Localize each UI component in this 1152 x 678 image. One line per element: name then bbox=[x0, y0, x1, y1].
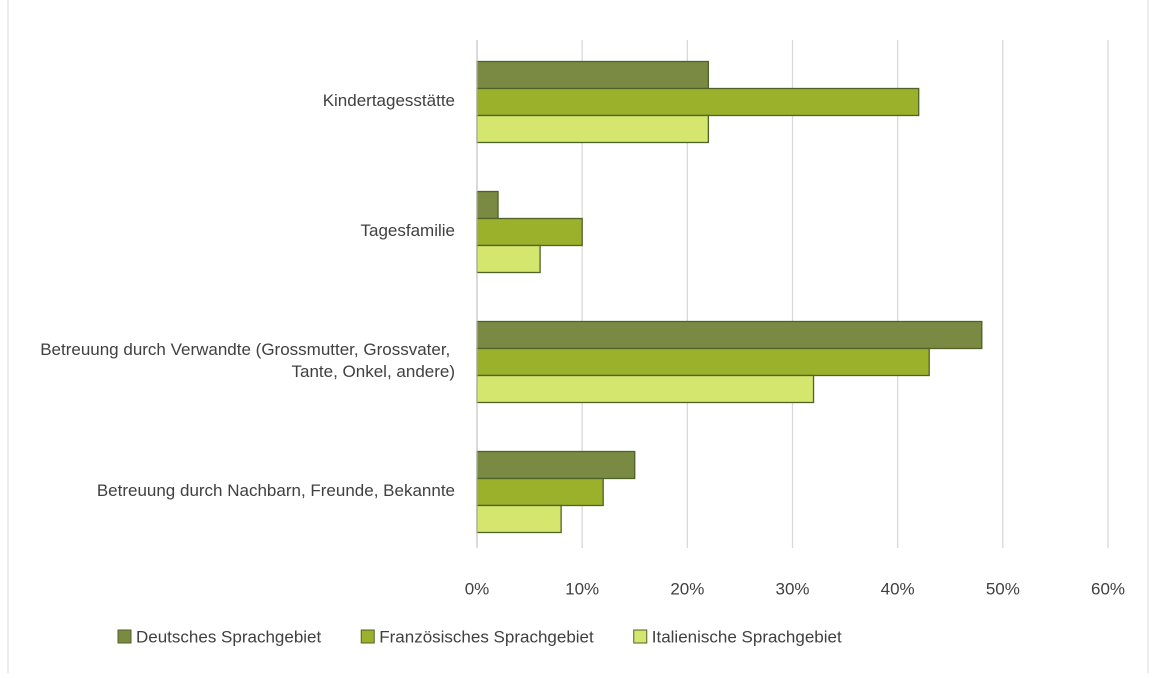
legend-label: Deutsches Sprachgebiet bbox=[136, 627, 322, 646]
chart-frame bbox=[7, 0, 1149, 678]
y-tick-label: Betreuung durch Verwandte (Grossmutter, … bbox=[40, 340, 455, 381]
legend-swatch bbox=[360, 629, 375, 644]
legend-label: Französisches Sprachgebiet bbox=[379, 627, 594, 646]
bar bbox=[476, 190, 499, 220]
legend-swatch bbox=[633, 629, 648, 644]
legend-label: Italienische Sprachgebiet bbox=[652, 627, 842, 646]
y-tick-label: Kindertagesstätte bbox=[323, 91, 455, 110]
bar bbox=[476, 374, 815, 404]
bar bbox=[476, 320, 983, 350]
bar bbox=[476, 504, 562, 534]
x-tick-label: 10% bbox=[565, 579, 599, 598]
x-tick-label: 40% bbox=[881, 579, 915, 598]
bar bbox=[476, 217, 583, 247]
x-tick-label: 30% bbox=[775, 579, 809, 598]
legend-swatch bbox=[117, 629, 132, 644]
y-tick-label: Tagesfamilie bbox=[361, 221, 456, 240]
bar bbox=[476, 114, 710, 144]
x-tick-label: 60% bbox=[1091, 579, 1125, 598]
x-tick-label: 20% bbox=[670, 579, 704, 598]
bar bbox=[476, 244, 541, 274]
x-tick-label: 0% bbox=[465, 579, 490, 598]
bar bbox=[476, 347, 930, 377]
y-tick-label: Betreuung durch Nachbarn, Freunde, Bekan… bbox=[97, 481, 455, 500]
bar bbox=[476, 60, 710, 90]
bar bbox=[476, 87, 920, 117]
x-tick-label: 50% bbox=[986, 579, 1020, 598]
bar bbox=[476, 450, 636, 480]
bar bbox=[476, 477, 604, 507]
